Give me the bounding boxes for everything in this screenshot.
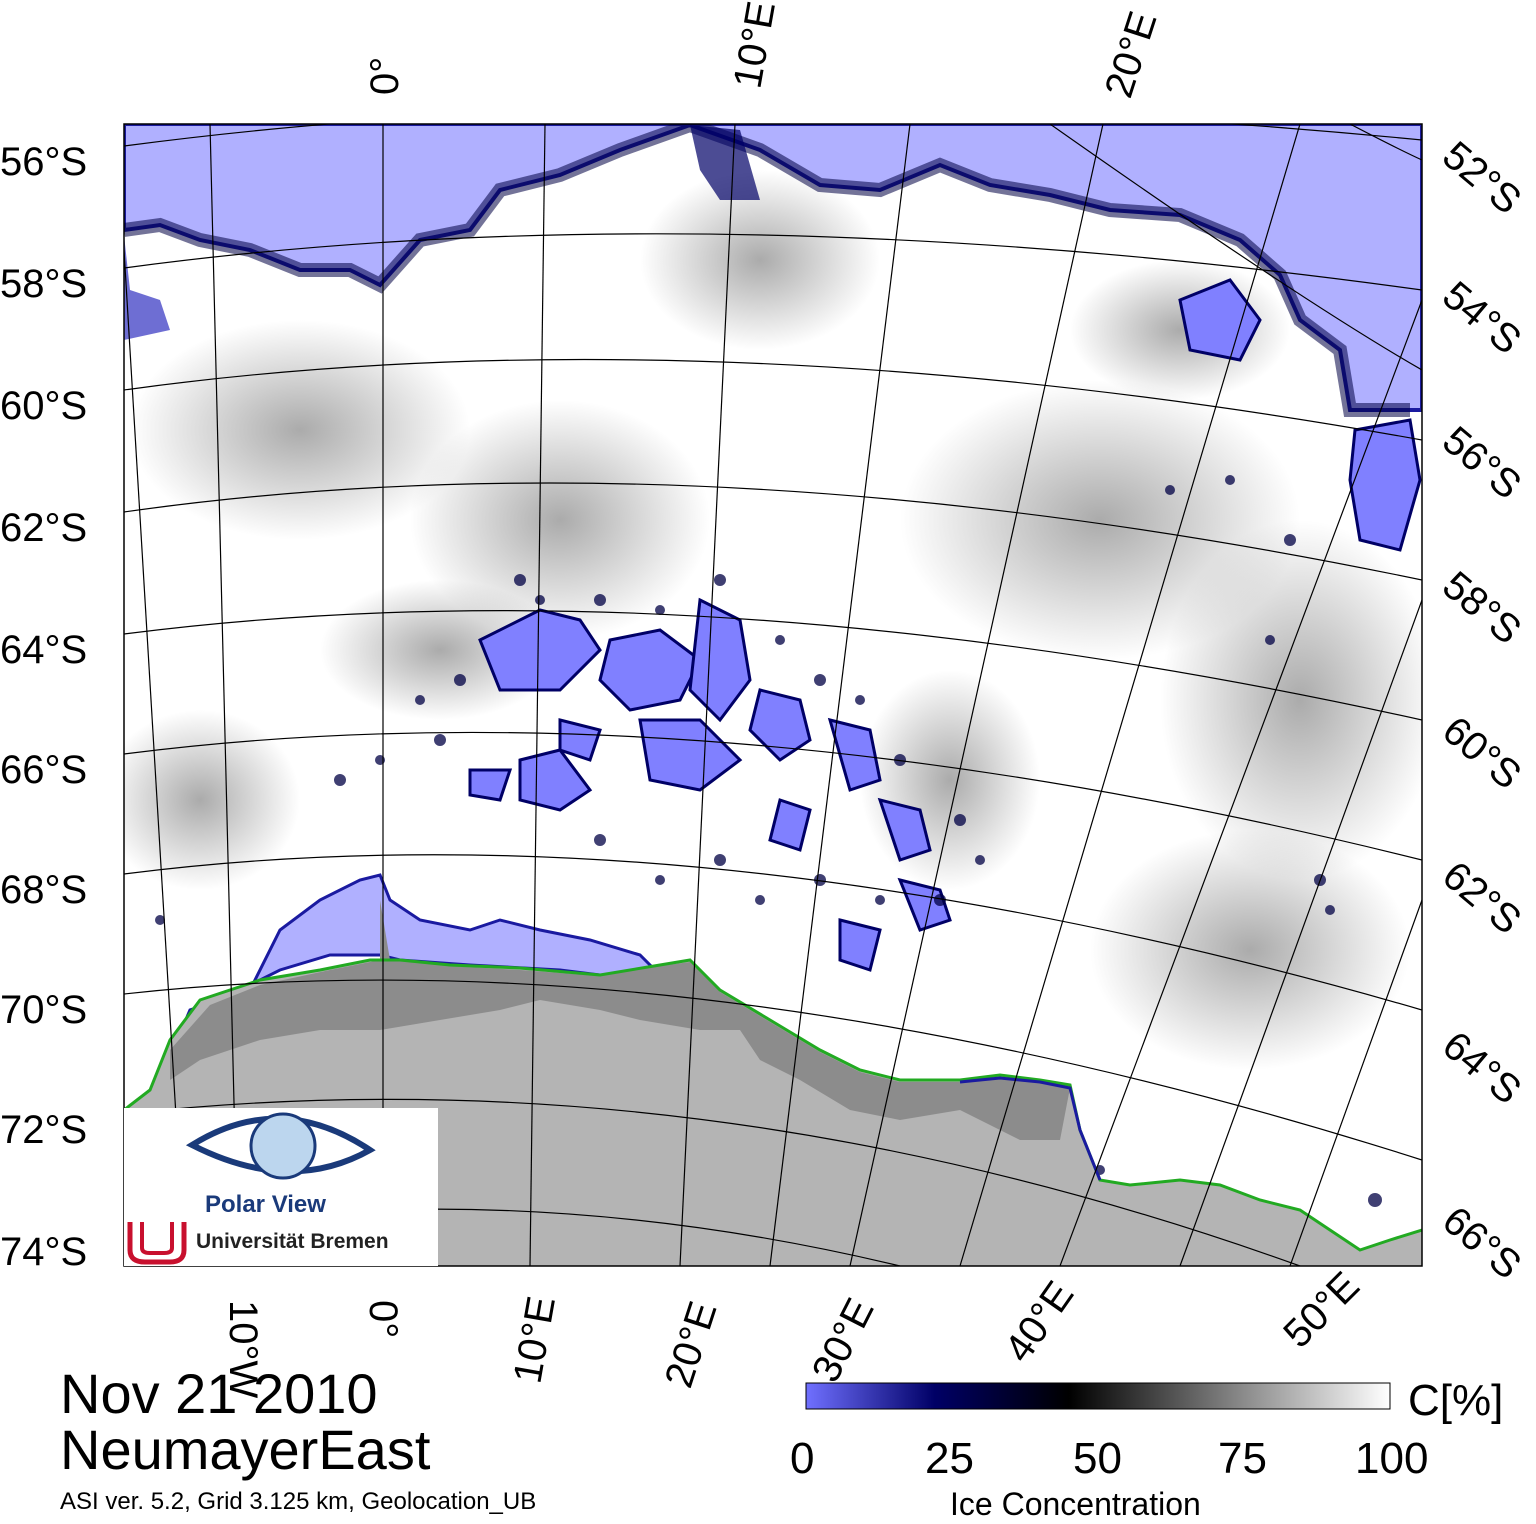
lon-labels-bottom: 10°W 0° 10°E 20°E 30°E 40°E 50°E [221,1264,1368,1399]
lat-label: 58°S [0,262,87,306]
lat-label: 54°S [1434,273,1529,363]
ice-edge [124,124,1410,417]
lon-labels-top: 0° 10°E 20°E [363,0,1165,103]
lat-label: 58°S [1434,563,1529,653]
coastal-open-water [158,873,663,1081]
colorbar-tick: 100 [1355,1434,1429,1483]
logo-name: Polar View [205,1191,326,1218]
map-subtitle: ASI ver. 5.2, Grid 3.125 km, Geolocation… [60,1488,537,1515]
colorbar-tick: 50 [1073,1434,1122,1483]
map-date: Nov 21 2010 [60,1362,378,1425]
lat-label: 62°S [0,506,87,550]
lat-labels-right: 52°S 54°S 56°S 58°S 60°S 62°S 64°S 66°S [1434,133,1529,1288]
lat-label: 64°S [0,628,87,672]
lon-label: 30°E [804,1291,883,1389]
lat-label: 62°S [1434,853,1529,943]
lat-labels-left: 56°S 58°S 60°S 62°S 64°S 66°S 68°S 70°S … [0,140,87,1274]
lat-label: 64°S [1434,1023,1529,1113]
lat-label: 66°S [0,748,87,792]
ice-texture [124,170,1422,1070]
map-frame [123,123,1423,1267]
lon-label: 0° [361,1300,405,1338]
graticule [124,124,1422,1266]
colorbar-tick: 0 [790,1434,815,1483]
colorbar-ticks: 0 25 50 75 100 [0,1434,1536,1484]
antarctic-land [124,960,1422,1266]
colorbar-unit: C[%] [1408,1376,1504,1425]
lon-label: 10°E [726,0,784,92]
map-region: NeumayerEast [60,1418,431,1481]
colorbar-tick: 75 [1218,1434,1267,1483]
coastline [124,958,1422,1252]
lon-label: 50°E [1275,1264,1368,1357]
colorbar-label: Ice Concentration [950,1486,1201,1522]
low-concentration-patches [468,278,1422,972]
lon-label: 0° [363,57,407,95]
colorbar [805,1382,1391,1410]
lon-label: 20°E [1097,6,1166,103]
lon-label: 20°E [657,1296,726,1393]
logo-org: Universität Bremen [196,1230,389,1253]
eye-icon [185,1112,376,1180]
lon-label: 10°W [221,1300,265,1398]
university-logo-icon [127,1222,187,1265]
lat-label: 66°S [1434,1198,1529,1288]
lat-label: 56°S [1434,418,1529,508]
lat-label: 52°S [1434,133,1529,223]
lat-label: 60°S [1434,708,1529,798]
colorbar-tick: 25 [925,1434,974,1483]
lat-label: 56°S [0,140,87,184]
lat-label: 72°S [0,1108,87,1152]
lat-label: 60°S [0,384,87,428]
lat-label: 70°S [0,988,87,1032]
ice-shelf [170,900,1070,1140]
logo-box: Polar View Universität Bremen [124,1108,438,1266]
lon-label: 40°E [996,1274,1082,1371]
lat-label: 74°S [0,1230,87,1274]
lat-label: 68°S [0,868,87,912]
lon-label: 10°E [506,1293,564,1386]
